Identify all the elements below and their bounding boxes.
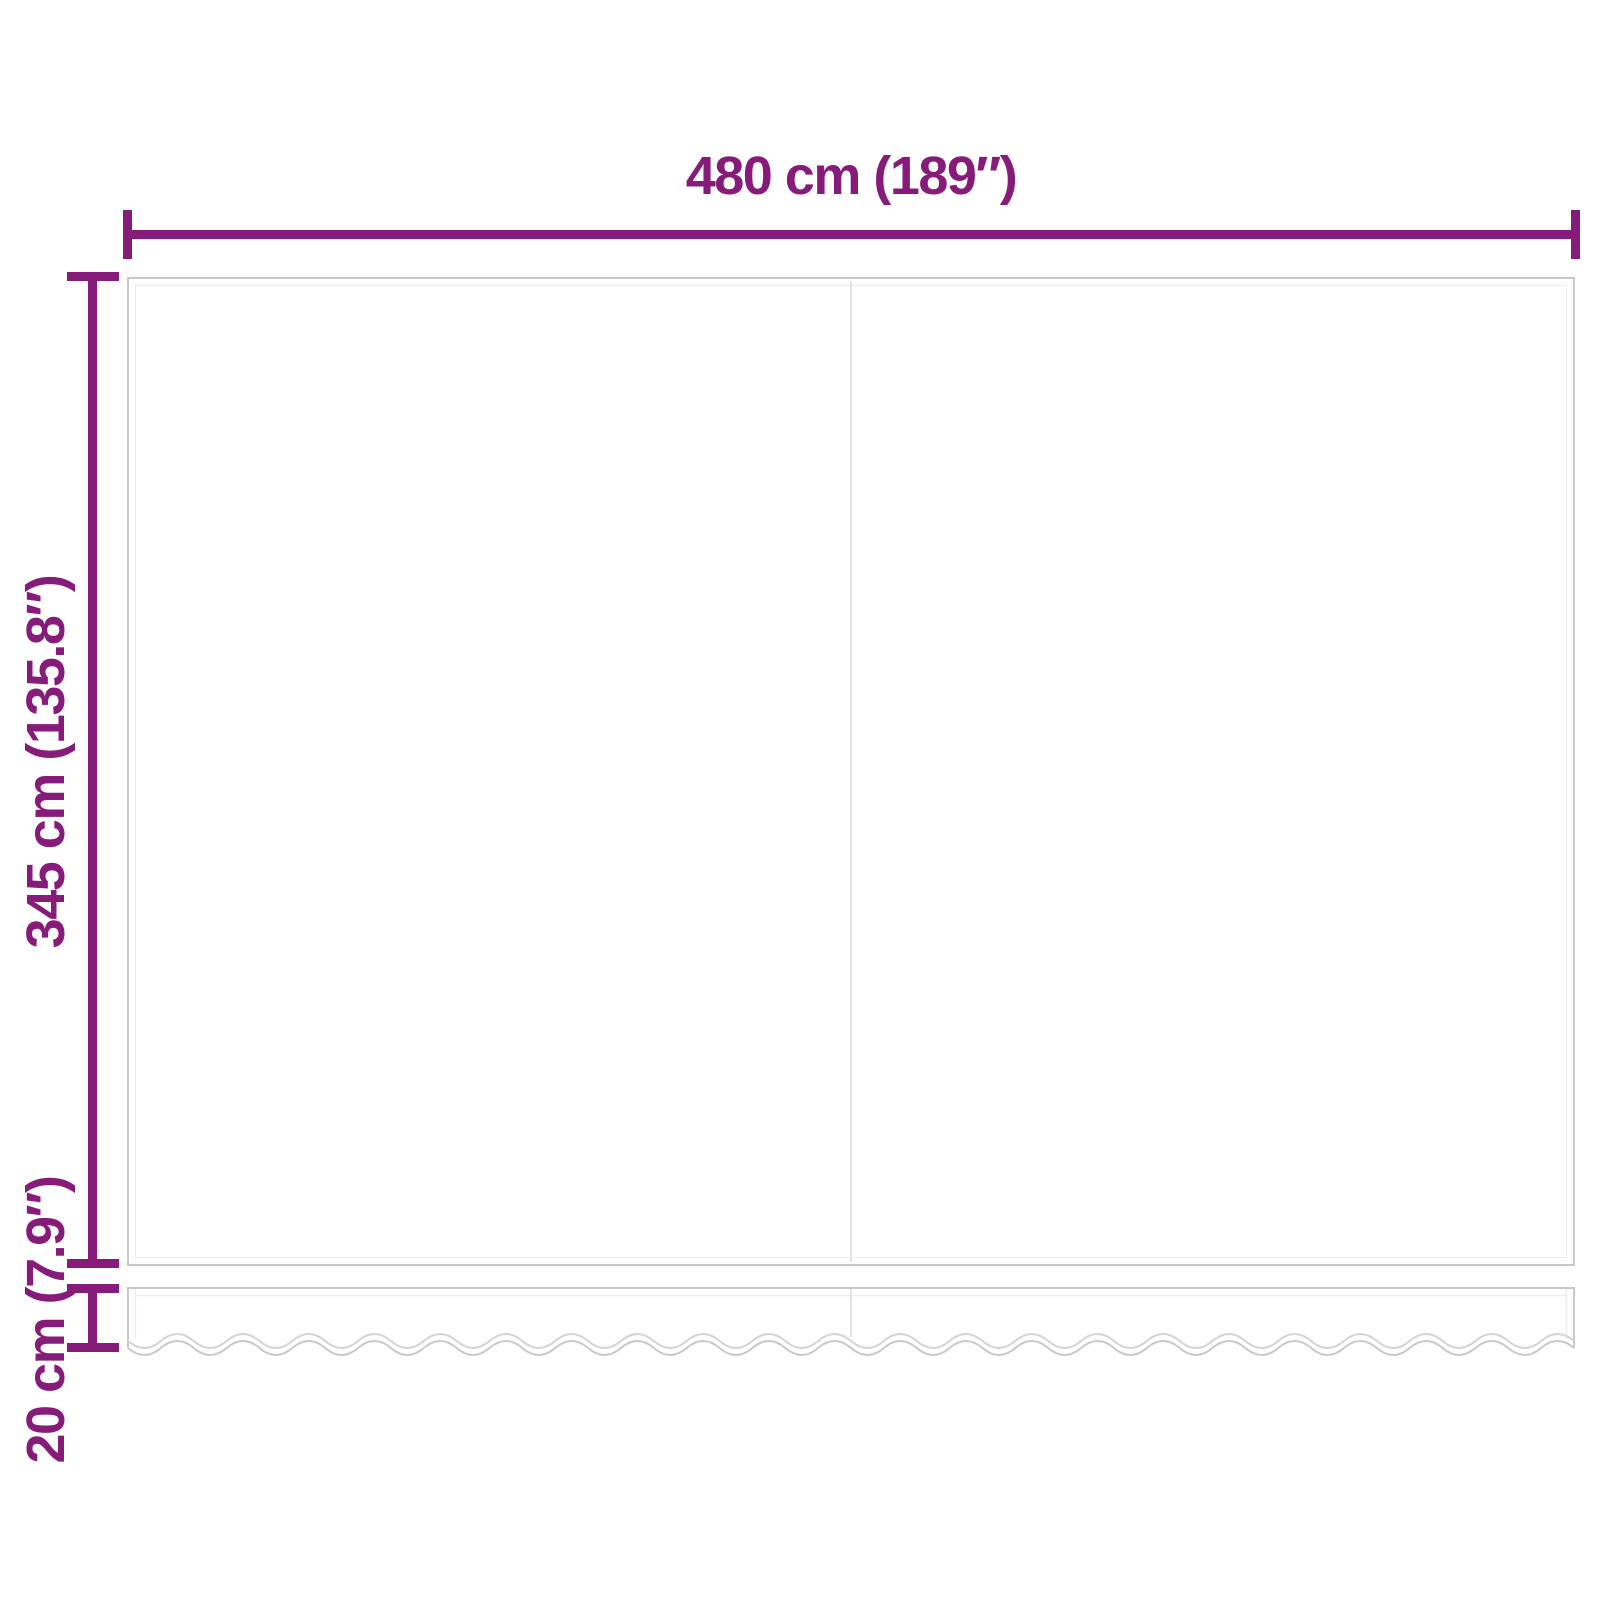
height-dimension-line (67, 272, 119, 1268)
width-dimension-label: 480 cm (189″) (685, 146, 1018, 206)
valance-scallop-edge (127, 1340, 1575, 1356)
width-dimension-bar (127, 230, 1576, 239)
valance-scallop-inner-line (127, 1333, 1575, 1349)
height-dimension-bottom-tick (67, 1259, 119, 1268)
fabric-center-seam (850, 281, 852, 1262)
width-dimension-line (123, 210, 1580, 259)
valance (127, 1287, 1575, 1356)
width-dimension-right-tick (1571, 210, 1580, 259)
height-dimension-label-text: 345 cm (135.8″) (16, 575, 76, 949)
valance-height-dimension-label-text: 20 cm (7.9″) (16, 1176, 76, 1464)
valance-dimension-bar (88, 1288, 97, 1348)
fabric-panel (127, 277, 1575, 1266)
valance-dimension-bottom-tick (67, 1343, 119, 1352)
valance-outline (127, 1287, 1575, 1348)
height-dimension-bar (88, 276, 97, 1264)
valance-height-dimension-line (67, 1284, 119, 1352)
